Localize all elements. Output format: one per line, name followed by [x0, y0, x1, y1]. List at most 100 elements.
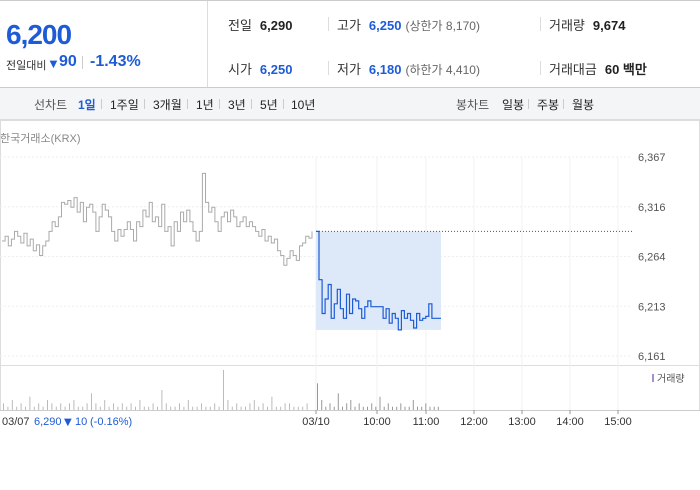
prev-close: 전일 6,290: [228, 15, 292, 34]
tab-3m[interactable]: 3개월: [153, 98, 182, 112]
volume-bar: [249, 403, 251, 410]
tab-monthly-candle[interactable]: 월봉: [572, 98, 595, 112]
volume-bar: [333, 406, 335, 410]
current-price: 6,200: [6, 19, 72, 50]
volume-bar: [170, 406, 172, 410]
open: 시가 6,250: [228, 59, 292, 78]
volume-bar: [371, 403, 373, 410]
change-value: 90: [59, 53, 77, 70]
divider: [528, 99, 529, 109]
divider: [219, 99, 220, 109]
y-tick-label: 6,264: [638, 252, 666, 264]
volume-bar: [408, 406, 410, 410]
y-tick-label: 6,213: [638, 301, 666, 313]
volume-bar: [205, 406, 207, 410]
x-tick-label: 11:00: [413, 416, 440, 428]
volume-legend-label: 거래량: [657, 373, 685, 385]
tab-1w[interactable]: 1주일: [110, 98, 139, 112]
volume-bar: [20, 403, 22, 410]
volume-bar: [91, 393, 92, 410]
x-tick-label: 10:00: [363, 416, 391, 428]
volume-bar: [218, 406, 220, 410]
volume-bar: [258, 406, 260, 410]
volume-bar: [275, 406, 277, 410]
x-tick-label: 13:00: [508, 416, 536, 428]
tab-daily-candle[interactable]: 일봉: [502, 98, 525, 112]
volume-bar: [183, 406, 185, 410]
volume-bar: [358, 403, 360, 410]
volume-bar: [262, 403, 264, 410]
divider: [563, 99, 564, 109]
prev-day-date: 03/07: [2, 416, 30, 428]
volume-bar: [297, 406, 299, 410]
volume-bar: [383, 406, 385, 410]
divider: [187, 99, 188, 109]
x-tick-label: 14:00: [556, 416, 584, 428]
high-value: 6,250: [368, 18, 402, 33]
x-tick-label: 15:00: [604, 416, 632, 428]
divider: [540, 61, 541, 75]
volume-bar: [42, 406, 44, 410]
change-label: 전일대비: [6, 60, 47, 72]
volume-bar: [404, 406, 406, 410]
upper-limit: (상한가 8,170): [405, 19, 480, 33]
volume-bar: [240, 406, 242, 410]
prev-day-change: 10: [75, 416, 87, 428]
volume-bar: [302, 406, 304, 410]
volume-bar: [293, 406, 295, 410]
candle-chart-label: 봉차트: [456, 98, 490, 112]
volume-bar: [267, 406, 268, 410]
volume-bar: [350, 400, 352, 410]
high-label: 고가: [337, 18, 361, 33]
divider: [144, 99, 145, 109]
volume-bar: [55, 406, 57, 410]
volume-bar: [429, 406, 431, 410]
volume-bar: [64, 406, 66, 410]
tab-weekly-candle[interactable]: 주봉: [537, 98, 560, 112]
volume-value: 9,674: [592, 18, 626, 33]
amount-label: 거래대금: [549, 62, 597, 77]
volume-bar: [280, 406, 282, 410]
volume-bar: [121, 403, 123, 410]
low-value: 6,180: [368, 62, 402, 77]
down-arrow-icon: ▼: [47, 56, 60, 71]
volume-bar: [157, 406, 158, 410]
tab-10y[interactable]: 10년: [291, 98, 316, 112]
volume-bar: [139, 400, 141, 410]
divider: [251, 99, 252, 109]
volume-bar: [135, 406, 136, 410]
volume-bar: [271, 396, 273, 410]
prev-day-price: 6,290: [34, 416, 62, 428]
tab-1d[interactable]: 1일: [78, 98, 96, 112]
volume-bar: [236, 403, 238, 410]
volume-bar: [148, 406, 150, 410]
volume-legend-swatch: [652, 374, 654, 382]
volume-bar: [201, 403, 202, 410]
volume-bar: [400, 403, 402, 410]
volume-bar: [392, 406, 393, 410]
volume-bar: [231, 406, 233, 410]
prev-day-pct: (-0.16%): [90, 416, 132, 428]
lower-limit: (하한가 4,410): [405, 63, 480, 77]
divider: [283, 99, 284, 109]
volume-bar: [379, 396, 381, 410]
volume-bar: [192, 406, 194, 410]
volume-bar: [47, 400, 48, 410]
divider: [328, 17, 329, 31]
tab-5y[interactable]: 5년: [260, 98, 278, 112]
volume-bar: [437, 406, 439, 410]
volume-bar: [209, 406, 211, 410]
volume-bar: [289, 403, 290, 410]
volume-bar: [152, 403, 154, 410]
volume-bar: [375, 406, 377, 410]
x-tick-label: 03/10: [302, 416, 330, 428]
volume-bar: [60, 403, 62, 410]
line-chart-label: 선차트: [34, 98, 68, 112]
tab-3y[interactable]: 3년: [228, 98, 246, 112]
volume-bar: [227, 400, 229, 410]
volume-bar: [86, 403, 88, 410]
price-box: 6,200 전일대비 ▼ 90 -1.43%: [0, 1, 208, 87]
tab-1y[interactable]: 1년: [196, 98, 214, 112]
volume-bar: [306, 403, 308, 410]
